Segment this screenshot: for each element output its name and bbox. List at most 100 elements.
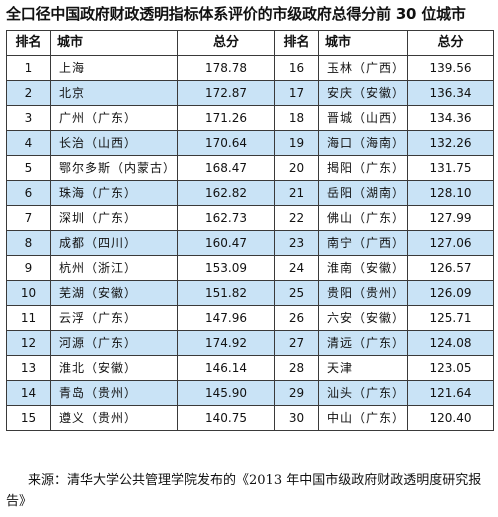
score-cell: 162.73 — [177, 205, 275, 231]
rank-cell: 2 — [6, 80, 51, 106]
city-cell: 鄂尔多斯（内蒙古） — [50, 155, 178, 181]
rank-cell: 25 — [274, 280, 319, 306]
header-rank: 排名 — [6, 30, 51, 56]
header-score: 总分 — [177, 30, 275, 56]
score-cell: 126.57 — [407, 255, 494, 281]
city-cell: 云浮（广东） — [50, 305, 178, 331]
city-cell: 北京 — [50, 80, 178, 106]
table-row: 6 珠海（广东） 162.82 21 岳阳（湖南） 128.10 — [6, 180, 494, 206]
table-row: 11 云浮（广东） 147.96 26 六安（安徽） 125.71 — [6, 305, 494, 331]
score-cell: 134.36 — [407, 105, 494, 131]
score-cell: 136.34 — [407, 80, 494, 106]
rank-cell: 14 — [6, 380, 51, 406]
table-row: 7 深圳（广东） 162.73 22 佛山（广东） 127.99 — [6, 205, 494, 231]
city-cell: 淮北（安徽） — [50, 355, 178, 381]
city-cell: 淮南（安徽） — [318, 255, 408, 281]
city-cell: 六安（安徽） — [318, 305, 408, 331]
header-score: 总分 — [407, 30, 494, 56]
score-cell: 131.75 — [407, 155, 494, 181]
score-cell: 140.75 — [177, 405, 275, 431]
score-cell: 126.09 — [407, 280, 494, 306]
city-cell: 清远（广东） — [318, 330, 408, 356]
ranking-table: 排名 城市 总分 排名 城市 总分 1 上海 178.78 16 玉林（广西） 139.5… — [6, 30, 494, 431]
table-row: 4 长治（山西） 170.64 19 海口（海南） 132.26 — [6, 130, 494, 156]
rank-cell: 4 — [6, 130, 51, 156]
table-row: 12 河源（广东） 174.92 27 清远（广东） 124.08 — [6, 330, 494, 356]
score-cell: 127.06 — [407, 230, 494, 256]
table-row: 5 鄂尔多斯（内蒙古） 168.47 20 揭阳（广东） 131.75 — [6, 155, 494, 181]
score-cell: 125.71 — [407, 305, 494, 331]
table-row: 13 淮北（安徽） 146.14 28 天津 123.05 — [6, 355, 494, 381]
score-cell: 120.40 — [407, 405, 494, 431]
score-cell: 172.87 — [177, 80, 275, 106]
city-cell: 海口（海南） — [318, 130, 408, 156]
rank-cell: 8 — [6, 230, 51, 256]
score-cell: 124.08 — [407, 330, 494, 356]
table-row: 3 广州（广东） 171.26 18 晋城（山西） 134.36 — [6, 105, 494, 131]
table-header-row: 排名 城市 总分 排名 城市 总分 — [6, 30, 494, 56]
rank-cell: 13 — [6, 355, 51, 381]
rank-cell: 15 — [6, 405, 51, 431]
table-row: 14 青岛（贵州） 145.90 29 汕头（广东） 121.64 — [6, 380, 494, 406]
city-cell: 成都（四川） — [50, 230, 178, 256]
city-cell: 深圳（广东） — [50, 205, 178, 231]
rank-cell: 5 — [6, 155, 51, 181]
rank-cell: 28 — [274, 355, 319, 381]
city-cell: 珠海（广东） — [50, 180, 178, 206]
header-rank: 排名 — [274, 30, 319, 56]
rank-cell: 3 — [6, 105, 51, 131]
city-cell: 中山（广东） — [318, 405, 408, 431]
table-row: 2 北京 172.87 17 安庆（安徽） 136.34 — [6, 80, 494, 106]
score-cell: 128.10 — [407, 180, 494, 206]
city-cell: 玉林（广西） — [318, 55, 408, 81]
score-cell: 171.26 — [177, 105, 275, 131]
city-cell: 贵阳（贵州） — [318, 280, 408, 306]
score-cell: 178.78 — [177, 55, 275, 81]
table-row: 8 成都（四川） 160.47 23 南宁（广西） 127.06 — [6, 230, 494, 256]
rank-cell: 26 — [274, 305, 319, 331]
city-cell: 天津 — [318, 355, 408, 381]
score-cell: 127.99 — [407, 205, 494, 231]
score-cell: 151.82 — [177, 280, 275, 306]
score-cell: 168.47 — [177, 155, 275, 181]
score-cell: 153.09 — [177, 255, 275, 281]
score-cell: 174.92 — [177, 330, 275, 356]
source-note: 来源：清华大学公共管理学院发布的《2013 年中国市级政府财政透明度研究报告》 — [6, 470, 494, 512]
source-text: 来源：清华大学公共管理学院发布的《2013 年中国市级政府财政透明度研究报告》 — [6, 473, 482, 509]
rank-cell: 23 — [274, 230, 319, 256]
city-cell: 岳阳（湖南） — [318, 180, 408, 206]
score-cell: 145.90 — [177, 380, 275, 406]
score-cell: 123.05 — [407, 355, 494, 381]
rank-cell: 27 — [274, 330, 319, 356]
rank-cell: 18 — [274, 105, 319, 131]
rank-cell: 7 — [6, 205, 51, 231]
rank-cell: 12 — [6, 330, 51, 356]
rank-cell: 1 — [6, 55, 51, 81]
table-row: 9 杭州（浙江） 153.09 24 淮南（安徽） 126.57 — [6, 255, 494, 281]
score-cell: 147.96 — [177, 305, 275, 331]
table-row: 15 遵义（贵州） 140.75 30 中山（广东） 120.40 — [6, 405, 494, 431]
city-cell: 遵义（贵州） — [50, 405, 178, 431]
page-title: 全口径中国政府财政透明指标体系评价的市级政府总得分前 30 位城市 — [6, 5, 466, 23]
header-city: 城市 — [318, 30, 408, 56]
rank-cell: 30 — [274, 405, 319, 431]
city-cell: 佛山（广东） — [318, 205, 408, 231]
city-cell: 杭州（浙江） — [50, 255, 178, 281]
rank-cell: 19 — [274, 130, 319, 156]
table-row: 1 上海 178.78 16 玉林（广西） 139.56 — [6, 55, 494, 81]
city-cell: 广州（广东） — [50, 105, 178, 131]
score-cell: 162.82 — [177, 180, 275, 206]
score-cell: 170.64 — [177, 130, 275, 156]
table-row: 10 芜湖（安徽） 151.82 25 贵阳（贵州） 126.09 — [6, 280, 494, 306]
score-cell: 121.64 — [407, 380, 494, 406]
score-cell: 160.47 — [177, 230, 275, 256]
city-cell: 安庆（安徽） — [318, 80, 408, 106]
rank-cell: 20 — [274, 155, 319, 181]
rank-cell: 16 — [274, 55, 319, 81]
city-cell: 河源（广东） — [50, 330, 178, 356]
city-cell: 揭阳（广东） — [318, 155, 408, 181]
rank-cell: 6 — [6, 180, 51, 206]
score-cell: 146.14 — [177, 355, 275, 381]
rank-cell: 24 — [274, 255, 319, 281]
rank-cell: 11 — [6, 305, 51, 331]
